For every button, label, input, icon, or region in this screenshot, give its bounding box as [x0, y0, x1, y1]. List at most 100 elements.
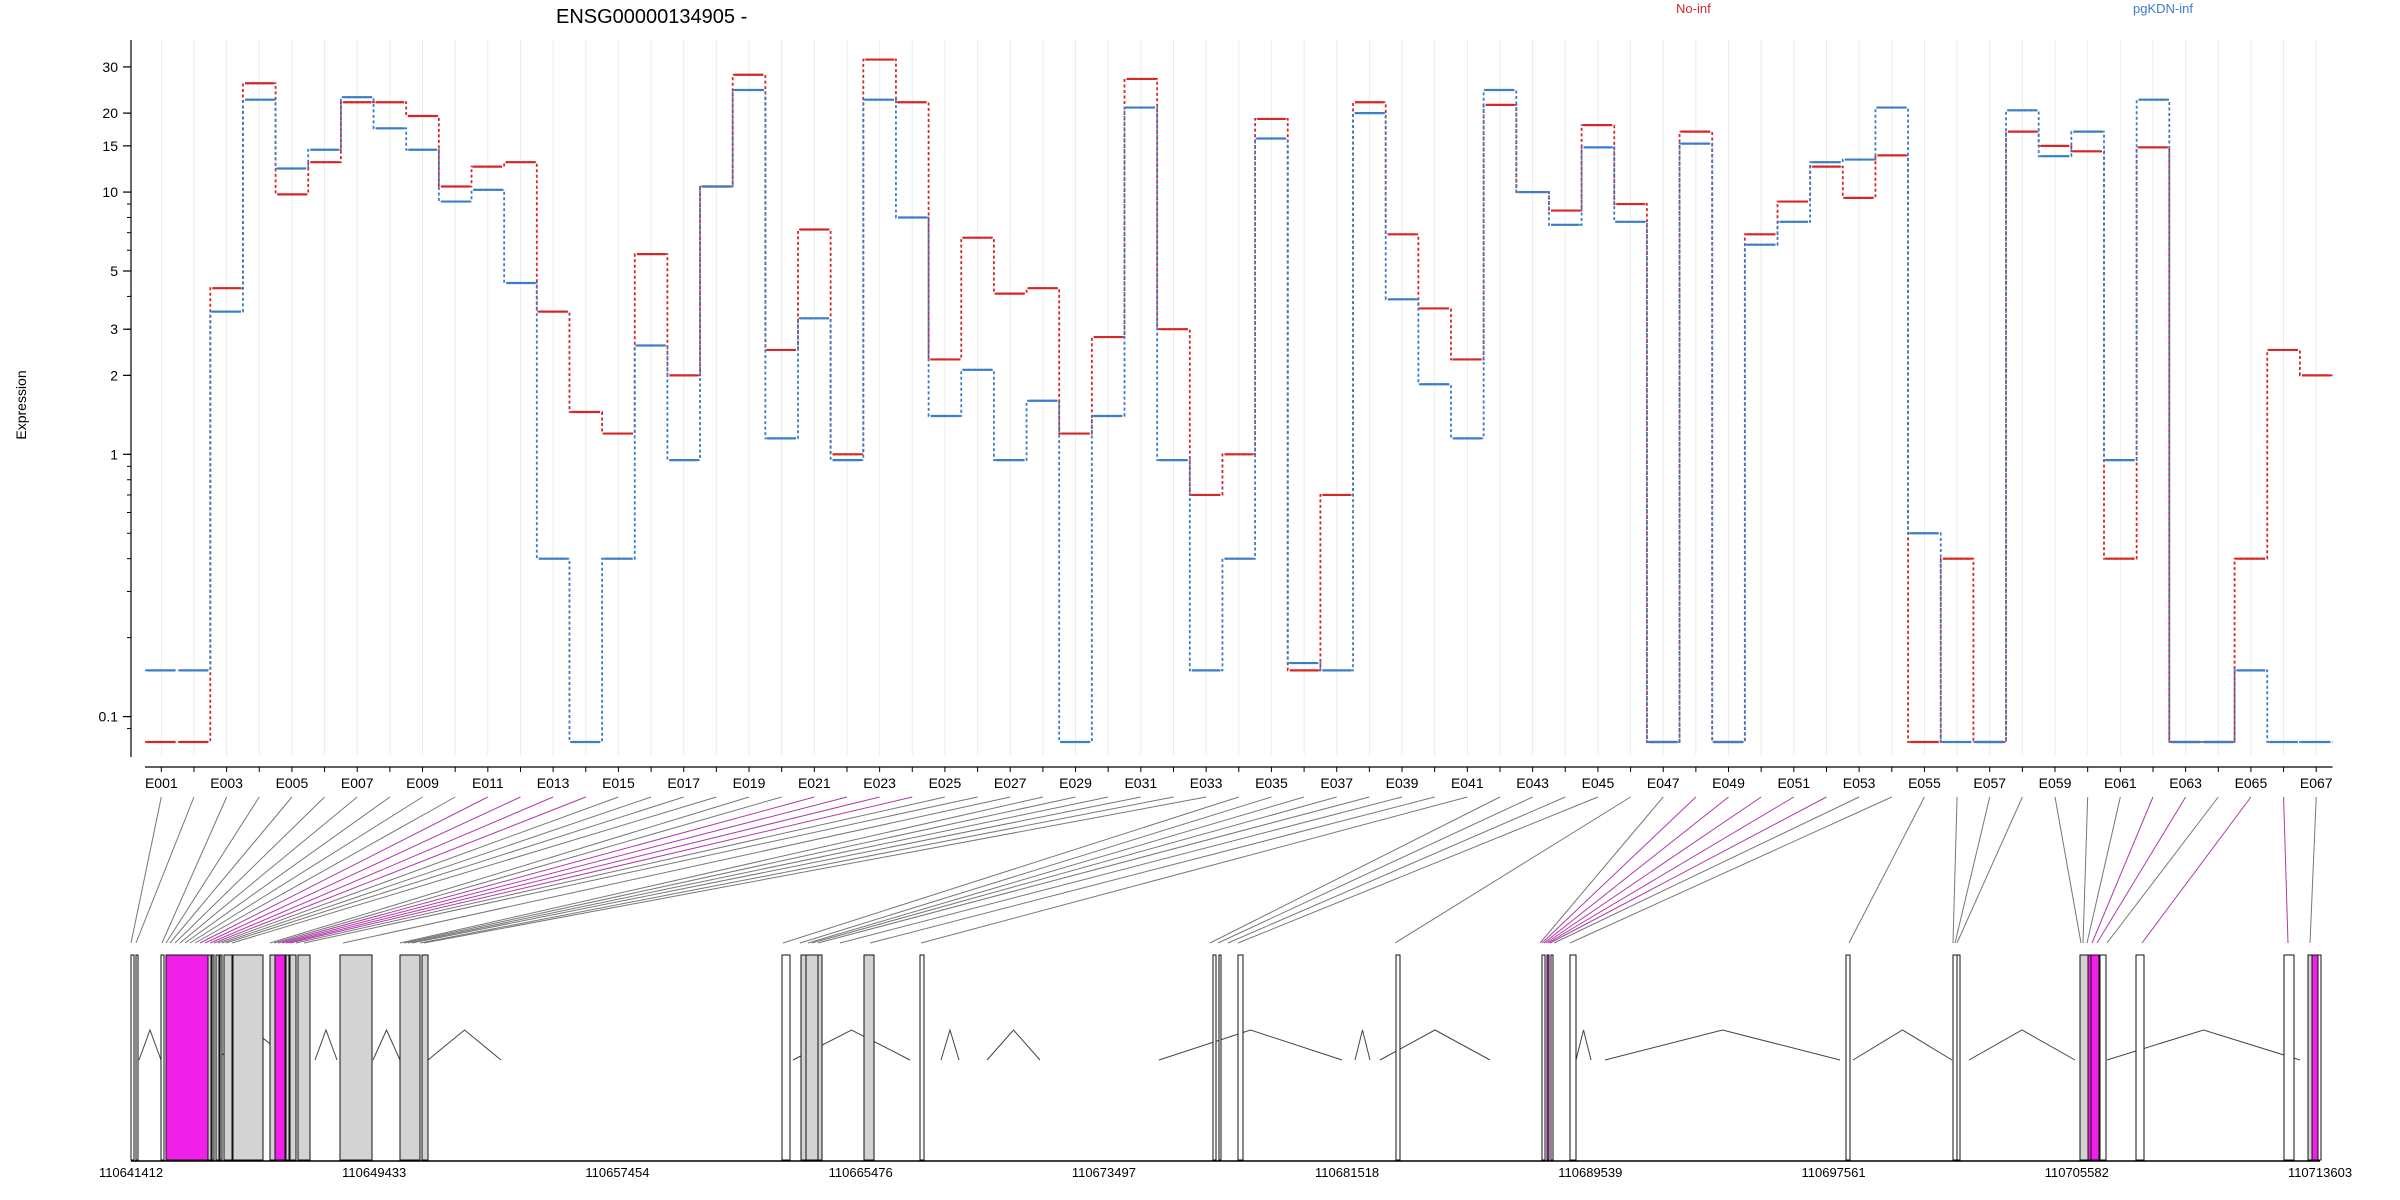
- exon-box: [805, 954, 819, 1161]
- exon-connector: [199, 796, 489, 944]
- exon-connector: [165, 796, 260, 944]
- exon-box: [223, 954, 233, 1161]
- exon-connector: [1569, 796, 1892, 944]
- exon-connector: [411, 796, 1141, 944]
- exon-box: [289, 954, 297, 1161]
- exon-connector: [169, 796, 293, 944]
- exon-box: [219, 954, 223, 1161]
- exon-connector: [782, 796, 1239, 944]
- exon-box: [211, 954, 215, 1161]
- y-axis-label: Expression: [13, 370, 29, 439]
- exon-connector: [1209, 796, 1501, 944]
- intron-line: [940, 1028, 960, 1061]
- exon-connector: [179, 796, 358, 944]
- exon-box: [232, 954, 264, 1161]
- x-tick-label: E019: [733, 775, 766, 791]
- exon-box: [1952, 954, 1958, 1161]
- genomic-coordinate-label: 110649433: [342, 1165, 406, 1180]
- exon-connector: [269, 796, 750, 944]
- intron-line: [1575, 1029, 1592, 1061]
- exon-connector: [289, 796, 913, 944]
- exon-connector: [1217, 796, 1533, 944]
- exon-connector: [209, 796, 554, 944]
- exon-connector: [807, 796, 1305, 944]
- exon-connector: [161, 796, 228, 944]
- x-tick-label: E011: [472, 775, 504, 791]
- y-tick-label: 15: [102, 138, 118, 154]
- x-tick-label: E057: [1973, 775, 2006, 791]
- exon-connector: [303, 796, 978, 944]
- x-tick-label: E059: [2039, 775, 2072, 791]
- x-tick-label: E063: [2169, 775, 2202, 791]
- x-tick-label: E015: [602, 775, 635, 791]
- exon-connector: [135, 796, 195, 944]
- exon-connector: [799, 796, 1272, 944]
- grid-layer: [160, 40, 2317, 755]
- exon-connector: [2141, 796, 2252, 944]
- genomic-coordinate-label: 110673497: [1072, 1165, 1136, 1180]
- exon-connector: [1541, 796, 1697, 944]
- intron-line: [1354, 1029, 1371, 1061]
- exon-connector: [1539, 796, 1664, 944]
- x-tick-label: E027: [994, 775, 1027, 791]
- exon-box: [781, 954, 791, 1161]
- genomic-coordinate-label: 110641412: [99, 1165, 163, 1180]
- exon-connector: [869, 796, 1435, 944]
- exon-connector: [1553, 796, 1860, 944]
- exon-connector: [1848, 796, 1925, 944]
- exon-box: [2317, 954, 2322, 1161]
- y-tick-label: 0.1: [99, 709, 119, 725]
- x-tick-label: E013: [537, 775, 570, 791]
- gene-model: 110641412 110649433 110657454 110665476 1106…: [99, 954, 2352, 1180]
- legend: No-inf pgKDN-inf: [1676, 1, 2193, 16]
- exon-connector: [225, 796, 684, 944]
- exon-box: [135, 954, 139, 1161]
- exon-box: [165, 954, 209, 1161]
- exon-connector: [2096, 796, 2187, 944]
- exon-box: [1550, 954, 1554, 1161]
- exon-box: [2283, 954, 2295, 1161]
- x-tick-label: E009: [406, 775, 439, 791]
- x-tick-label: E023: [863, 775, 896, 791]
- exon-connector: [204, 796, 521, 944]
- x-tick-label: E007: [341, 775, 374, 791]
- x-tick-label: E049: [1712, 775, 1745, 791]
- exon-connector: [2054, 796, 2082, 944]
- exon-connector: [1956, 796, 2023, 944]
- exon-connector: [817, 796, 1370, 944]
- exon-box: [1395, 954, 1401, 1161]
- y-axis: 0.1 1 2 3 5 10 15 20 30: [99, 40, 132, 757]
- exon-box: [2135, 954, 2145, 1161]
- exon-connector: [174, 796, 325, 944]
- intron-line: [1604, 1029, 1841, 1061]
- exon-connector: [213, 796, 586, 944]
- exon-connector: [920, 796, 1468, 944]
- exon-box: [1546, 954, 1550, 1161]
- exon-connector: [189, 796, 423, 944]
- exon-connector: [221, 796, 652, 944]
- y-tick-label: 10: [102, 184, 118, 200]
- x-tick-label: E003: [210, 775, 243, 791]
- exon-connector: [839, 796, 1403, 944]
- exon-connector: [285, 796, 880, 944]
- legend-series-pgkdn-inf: pgKDN-inf: [2133, 1, 2193, 16]
- exon-connector: [1543, 796, 1729, 944]
- x-tick-label: E067: [2300, 775, 2333, 791]
- exon-box: [1569, 954, 1577, 1161]
- exon-connector: [1227, 796, 1566, 944]
- x-tick-label: E001: [145, 775, 178, 791]
- x-tick-label: E033: [1190, 775, 1223, 791]
- exon-connector: [419, 796, 1174, 944]
- exon-box: [1237, 954, 1244, 1161]
- chart-title: ENSG00000134905 -: [556, 6, 747, 28]
- exon-box: [2090, 954, 2100, 1161]
- genomic-coordinate-label: 110681518: [1315, 1165, 1379, 1180]
- intron-line: [1968, 1029, 2076, 1061]
- series-layer: [145, 58, 2333, 744]
- exon-connector: [1549, 796, 1827, 944]
- exon-box: [285, 954, 290, 1161]
- x-tick-label: E031: [1124, 775, 1157, 791]
- exon-box: [215, 954, 220, 1161]
- exon-connector: [2283, 796, 2289, 944]
- x-axis: E001 E003 E005 E007 E009 E011 E013 E015 E017 E019…: [145, 766, 2333, 791]
